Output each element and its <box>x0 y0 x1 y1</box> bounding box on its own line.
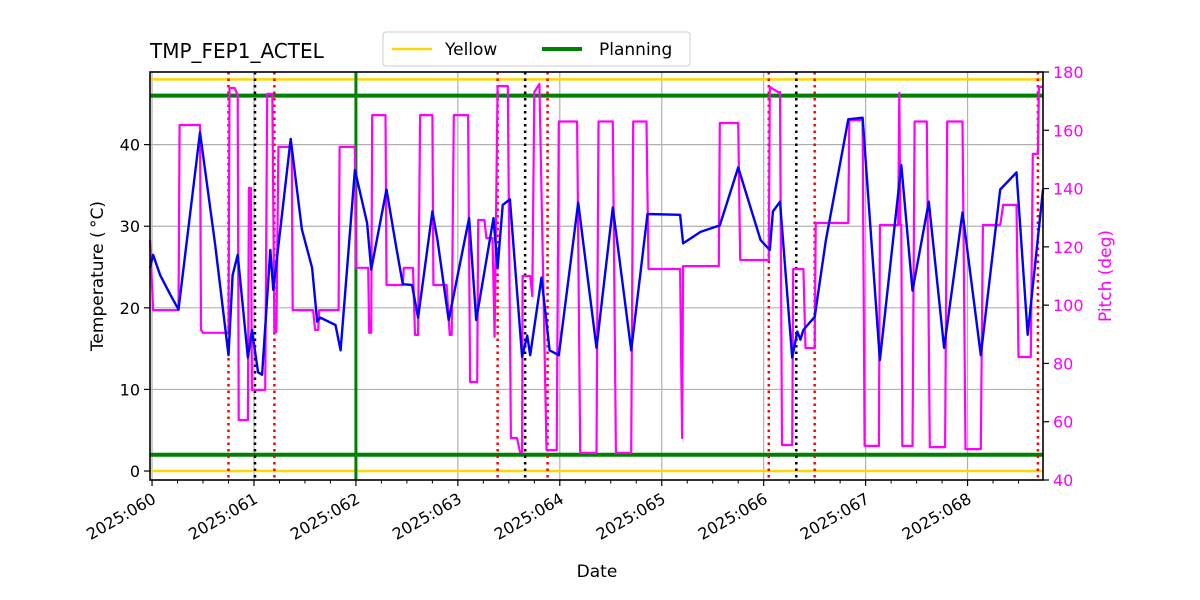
y2-tick-label: 140 <box>1053 180 1084 199</box>
legend: Yellow Planning <box>382 31 691 67</box>
y2-tick-label: 40 <box>1053 471 1073 490</box>
y-axis-label: Temperature ( °C) <box>88 201 108 352</box>
x-axis-label: Date <box>577 562 618 582</box>
y2-tick-label: 180 <box>1053 63 1084 82</box>
y-tick-label: 10 <box>120 380 140 399</box>
chart-title: TMP_FEP1_ACTEL <box>149 39 325 63</box>
plot-frame <box>149 71 1044 481</box>
y2-tick-label: 100 <box>1053 296 1084 315</box>
y2-tick-label: 80 <box>1053 354 1073 373</box>
legend-frame <box>382 31 691 67</box>
y-tick-label: 20 <box>120 299 140 318</box>
limit-lines <box>150 78 1043 473</box>
pitch-series-line <box>148 82 1043 454</box>
y-tick-label: 30 <box>120 217 140 236</box>
y2-tick-label: 60 <box>1053 413 1073 432</box>
y2-axis-label: Pitch (deg) <box>1096 230 1116 322</box>
y-tick-label: 40 <box>120 136 140 155</box>
y-tick-label: 0 <box>130 462 140 481</box>
temperature-series-line <box>148 116 1045 376</box>
y2-tick-label: 160 <box>1053 121 1084 140</box>
y2-tick-label: 120 <box>1053 238 1084 257</box>
series <box>148 82 1045 454</box>
legend-label-yellow: Yellow <box>444 40 497 60</box>
legend-label-planning: Planning <box>599 40 672 60</box>
